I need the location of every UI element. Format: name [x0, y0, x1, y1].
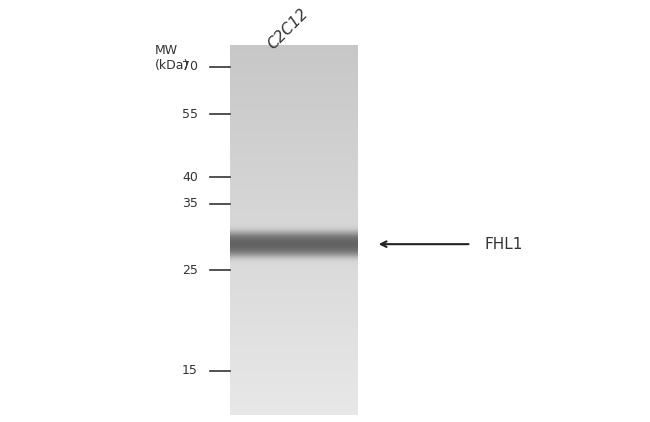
- Text: 70: 70: [182, 60, 198, 73]
- Text: 35: 35: [182, 197, 198, 210]
- Text: C2C12: C2C12: [265, 5, 311, 52]
- Text: 40: 40: [182, 170, 198, 184]
- Text: MW
(kDa): MW (kDa): [155, 44, 190, 72]
- Text: FHL1: FHL1: [484, 237, 523, 252]
- Text: 55: 55: [182, 108, 198, 121]
- Text: 25: 25: [182, 264, 198, 276]
- Text: 15: 15: [182, 365, 198, 377]
